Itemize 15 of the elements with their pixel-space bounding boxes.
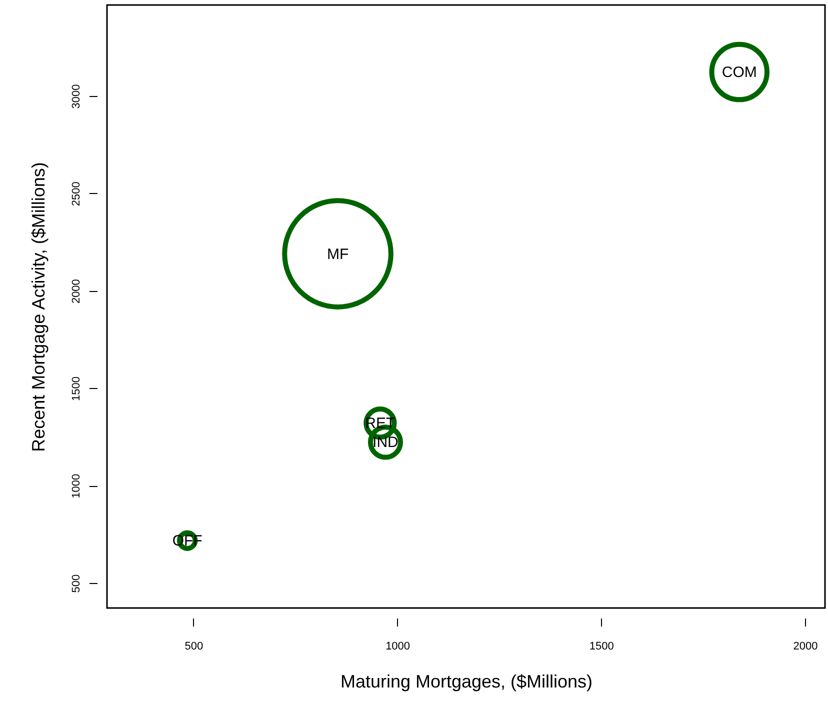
x-tick-label: 1000 [386, 640, 410, 652]
x-axis-title: Maturing Mortgages, ($Millions) [340, 672, 593, 692]
y-tick-label: 1000 [70, 474, 82, 498]
x-tick-label: 2000 [793, 640, 818, 652]
y-tick-label: 2000 [70, 279, 82, 304]
annotation: COM [722, 64, 757, 82]
y-tick-label: 2500 [70, 182, 82, 206]
x-tick-label: 1500 [589, 640, 614, 652]
y-axis-title: Recent Mortgage Activity, ($Millions) [28, 162, 48, 452]
y-tick-label: 500 [70, 574, 82, 593]
annotation: IND [372, 434, 399, 452]
y-tick-label: 3000 [70, 84, 82, 109]
annotation: MF [326, 246, 349, 263]
y-tick-label: 1500 [70, 376, 82, 401]
x-tick-label: 500 [184, 640, 204, 652]
